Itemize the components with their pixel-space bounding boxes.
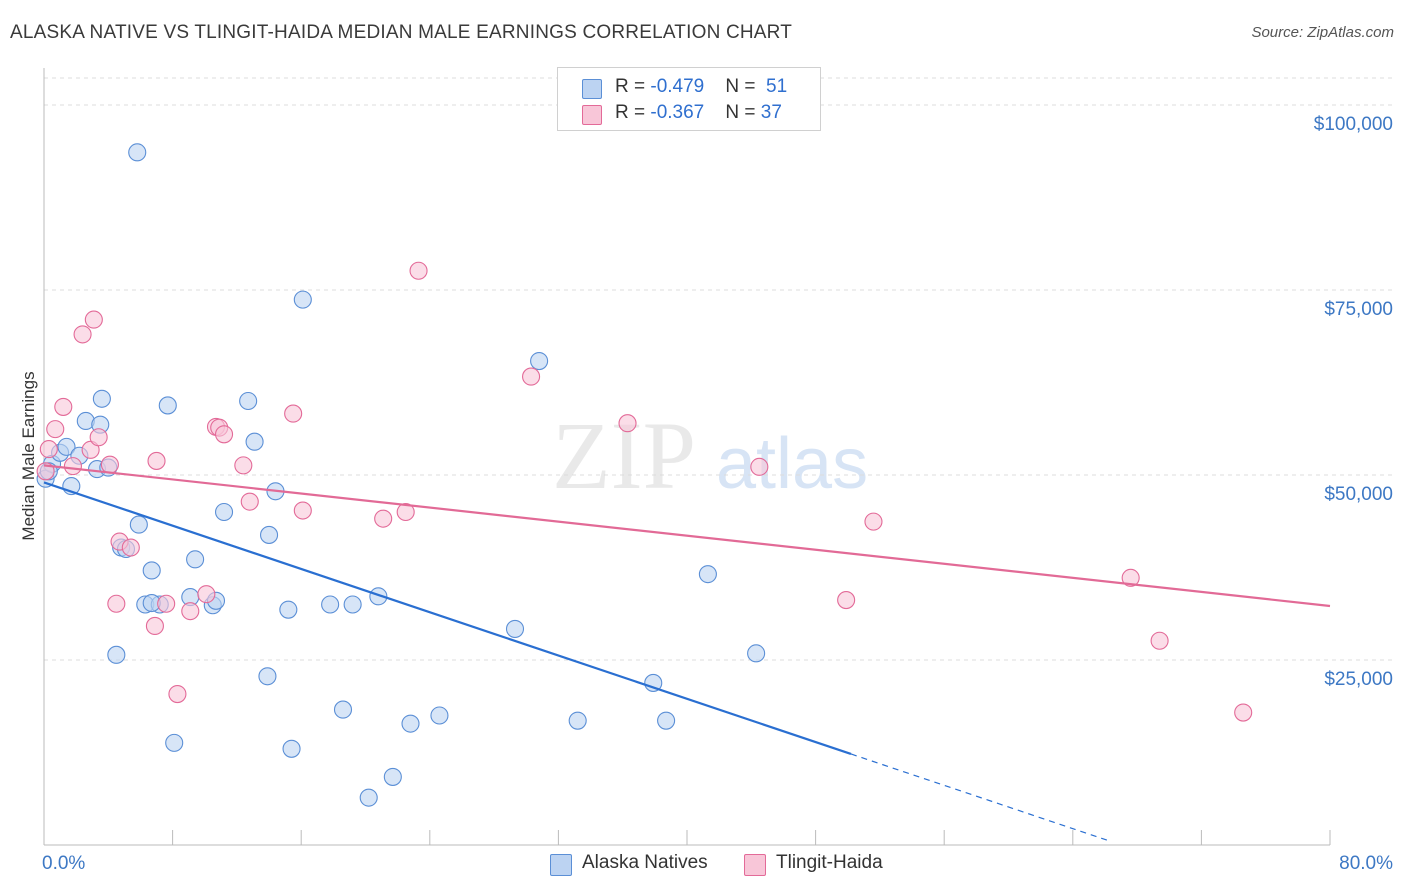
legend-n-value: 37 [760,102,782,123]
alaska-natives-point [186,550,205,569]
tick-labels: $25,000 $50,000 $75,000 $100,000 0.0% 80.0% [42,114,1393,874]
y-tick-label: $75,000 [1324,299,1393,320]
tlingit-haida-point [181,602,200,621]
alaska-natives-point [505,619,525,638]
tlingit-haida-point [1150,631,1169,650]
tlingit-haida-point [54,397,73,416]
tlingit-haida-point [284,404,303,423]
tlingit-haida-point [73,325,92,344]
tlingit-haida-point [84,310,103,329]
tlingit-haida-point [522,367,541,386]
watermark: ZIP atlas [552,402,868,509]
tlingit-haida-point [864,512,883,531]
tlingit-haida-point [197,585,216,604]
legend-n-label: N = [725,76,761,97]
bottom-legend-label: Tlingit-Haida [776,852,883,873]
alaska-natives-point [239,391,258,411]
correlation-legend: R = -0.479 N = 51 R = -0.367 N = 37 [557,67,821,131]
bottom-legend-label: Alaska Natives [582,852,708,873]
tlingit-haida-point [214,425,234,444]
alaska-natives-point [644,673,663,692]
tlingit-haida-point [234,456,253,475]
tlingit-haida-point [1121,568,1140,587]
alaska-natives-point [359,788,378,807]
legend-r-label: R = [615,102,651,123]
alaska-natives-point [128,143,147,162]
bottom-legend-swatch-blue [550,854,572,876]
legend-swatch-blue [582,79,602,99]
tlingit-haida-point [147,451,166,470]
legend-r-value: -0.367 [650,102,705,123]
alaska-natives-point [165,733,184,752]
tlingit-haida-point [121,538,140,557]
alaska-natives-point [747,644,766,663]
alaska-natives-point [430,706,449,725]
legend-n-value: 51 [766,76,788,97]
tlingit-haida-point [374,509,393,528]
y-axis-label: Median Male Earnings [19,371,38,540]
alaska-natives-point [259,525,279,544]
tlingit-haida-point [63,457,82,476]
watermark-atlas: atlas [716,424,868,504]
tlingit-haida-point [1234,703,1253,722]
tlingit-haida-point [46,420,65,439]
alaska-natives-point [343,595,362,614]
tlingit-haida-point [107,594,126,613]
alaska-natives-point [530,351,549,371]
series-tlingit-haida [36,261,1253,722]
source-label: Source: ZipAtlas.com [1251,24,1394,41]
tlingit-haida-point [409,261,428,280]
alaska-natives-trend-line [43,481,852,756]
legend-r-value: -0.479 [650,76,705,97]
alaska-natives-point [293,290,312,309]
legend-swatch-pink [582,105,602,125]
tlingit-haida-point [100,455,119,474]
tlingit-haida-trend-line [43,464,1331,608]
alaska-natives-point [57,437,76,456]
y-tick-label: $25,000 [1324,669,1393,690]
alaska-natives-trend-extension [850,753,1110,842]
tlingit-haida-point [618,414,637,433]
alaska-natives-point [92,389,111,408]
alaska-natives-point [129,515,148,534]
alaska-natives-point [142,561,161,580]
chart-title: ALASKA NATIVE VS TLINGIT-HAIDA MEDIAN MA… [10,22,793,43]
x-tick-label: 80.0% [1339,853,1393,874]
alaska-natives-point [698,565,717,584]
alaska-natives-point [321,595,340,614]
x-tick-label: 0.0% [42,853,85,874]
alaska-natives-point [568,711,587,730]
alaska-natives-point [657,711,676,730]
alaska-natives-point [383,767,402,786]
alaska-natives-point [333,700,353,719]
alaska-natives-point [282,739,301,758]
tlingit-haida-point [396,502,415,522]
alaska-natives-point [158,396,177,415]
tlingit-haida-point [89,428,108,447]
y-tick-label: $50,000 [1324,484,1393,505]
legend-r-label: R = [615,76,651,97]
tlingit-haida-point [168,684,187,704]
alaska-natives-point [258,667,277,686]
gridlines [44,77,1394,661]
trend-lines [43,464,1331,842]
legend-n-label: N = [725,102,761,123]
tlingit-haida-point [39,440,58,459]
tlingit-haida-point [837,591,856,610]
alaska-natives-point [214,502,234,522]
tlingit-haida-point [293,501,312,520]
alaska-natives-point [279,600,298,619]
tlingit-haida-point [145,616,164,636]
alaska-natives-point [107,645,126,664]
alaska-natives-point [369,587,388,606]
tlingit-haida-point [240,492,259,511]
tlingit-haida-point [750,457,769,476]
bottom-legend-swatch-pink [744,854,766,876]
y-tick-label: $100,000 [1314,114,1393,135]
tlingit-haida-point [157,594,176,613]
alaska-natives-point [245,432,264,451]
alaska-natives-point [401,714,420,733]
